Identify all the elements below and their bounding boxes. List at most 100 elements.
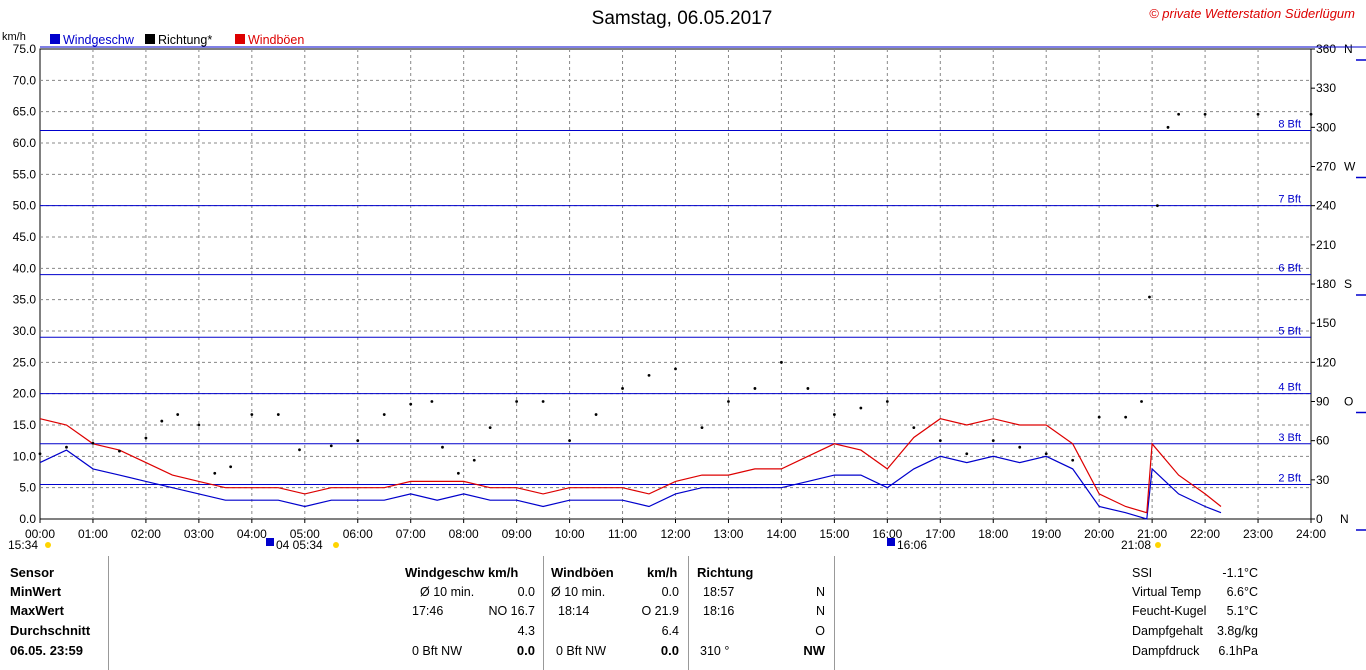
direction-point — [515, 400, 519, 403]
x-tick-label: 23:00 — [1243, 527, 1273, 541]
y2-tick-label: 180 — [1316, 277, 1336, 291]
legend-label: Richtung* — [158, 33, 212, 47]
direction-point — [1148, 295, 1151, 299]
direction-point — [1177, 112, 1181, 116]
wind-chart: 2 Bft 3 Bft 4 Bft 5 Bft 6 Bft 7 Bft 8 Bft 0.0 5… — [2, 6, 1366, 552]
extra-label-virtual-temp: Virtual Temp — [1132, 585, 1202, 599]
legend-label: Windböen — [248, 33, 304, 47]
beaufort-label: 3 Bft — [1278, 432, 1301, 444]
direction-point — [356, 439, 360, 443]
x-tick-label: 17:00 — [925, 527, 955, 541]
y-tick-label: 70.0 — [13, 73, 37, 87]
direction-point — [38, 452, 42, 456]
row-label-sensor: Sensor — [10, 565, 55, 580]
x-tick-label: 19:00 — [1031, 527, 1061, 541]
chart-axes: 0.0 5.0 10.0 15.0 20.0 25.0 30.0 35.0 40.0 45.0 50… — [13, 42, 1366, 541]
x-tick-label: 10:00 — [555, 527, 585, 541]
beaufort-label: 4 Bft — [1278, 382, 1301, 394]
copyright-text: © private Wetterstation Süderlügum — [1149, 6, 1355, 21]
legend-swatch — [145, 34, 155, 44]
richtung-max-time: 18:16 — [703, 604, 735, 618]
divider — [108, 556, 109, 670]
legend-swatch — [50, 34, 60, 44]
divider — [834, 556, 835, 670]
extra-value-dampfdruck: 6.1hPa — [1218, 644, 1258, 658]
x-tick-label: 24:00 — [1296, 527, 1326, 541]
series-line-windgeschw — [39, 449, 1222, 520]
direction-point — [1124, 415, 1128, 419]
direction-point — [1071, 458, 1075, 462]
windboeen-avg: 6.4 — [661, 624, 679, 638]
y2-tick-label: 300 — [1316, 120, 1336, 134]
extra-value-virtual-temp: 6.6°C — [1226, 585, 1258, 599]
x-tick-label: 14:00 — [766, 527, 796, 541]
x-tick-label: 18:00 — [978, 527, 1008, 541]
direction-point — [250, 413, 254, 416]
direction-point — [197, 423, 201, 427]
x-tick-label: 15:00 — [819, 527, 849, 541]
y2-tick-label: 120 — [1316, 355, 1336, 369]
x-tick-label: 16:00 — [872, 527, 902, 541]
extra-value-ssi: -1.1°C — [1222, 566, 1258, 580]
extra-value-dampfgehalt: 3.8g/kg — [1216, 624, 1258, 638]
y-tick-label: 15.0 — [13, 418, 37, 432]
moon-marker-icon-2 — [887, 538, 895, 546]
legend-swatch — [235, 34, 245, 44]
windboeen-unit: km/h — [647, 565, 678, 580]
direction-point — [488, 426, 492, 430]
direction-point — [160, 419, 164, 423]
direction-point — [780, 360, 783, 364]
legend: Windgeschw Richtung* Windböen — [50, 33, 304, 47]
direction-point — [1018, 445, 1022, 449]
series-line-windböen — [39, 418, 1222, 514]
direction-point — [1309, 112, 1313, 116]
x-tick-label: 04:00 — [237, 527, 267, 541]
direction-point — [441, 445, 444, 449]
direction-point — [568, 439, 571, 443]
x-tick-label: 21:00 — [1137, 527, 1167, 541]
direction-point — [885, 400, 889, 403]
windboeen-min-label: Ø 10 min. — [551, 585, 606, 599]
richtung-max-value: N — [815, 604, 825, 618]
x-tick-label: 01:00 — [78, 527, 108, 541]
x-tick-label: 11:00 — [608, 527, 637, 541]
windboeen-max-value: O 21.9 — [641, 604, 679, 618]
time-footer: 15:34 04 05:34 16:06 21:08 — [8, 538, 1161, 552]
direction-point — [229, 465, 233, 469]
y2-tick-label: 90 — [1316, 395, 1330, 409]
direction-point — [991, 439, 995, 443]
y-tick-label: 20.0 — [13, 387, 37, 401]
direction-point — [859, 406, 863, 410]
direction-point — [621, 387, 624, 390]
row-label-current: 06.05. 23:59 — [10, 643, 84, 658]
richtung-now-value: NW — [803, 643, 825, 658]
y-tick-label: 50.0 — [13, 199, 37, 213]
x-tick-label: 13:00 — [713, 527, 743, 541]
extra-label-dampfdruck: Dampfdruck — [1132, 644, 1200, 658]
direction-point — [647, 373, 651, 377]
y2-tick-label: 210 — [1316, 238, 1336, 252]
compass-label: N — [1340, 512, 1349, 526]
sun-marker-icon — [45, 542, 51, 548]
y-tick-label: 60.0 — [13, 136, 37, 150]
direction-point — [213, 471, 217, 475]
y-tick-label: 25.0 — [13, 355, 37, 369]
direction-point — [118, 449, 121, 453]
windboeen-max-time: 18:14 — [558, 604, 590, 618]
richtung-avg: O — [815, 624, 825, 638]
direction-point — [727, 400, 730, 403]
windgeschw-header: Windgeschw km/h — [405, 565, 519, 580]
direction-point — [912, 426, 916, 430]
x-tick-label: 20:00 — [1084, 527, 1114, 541]
windboeen-now-bft: 0 Bft NW — [556, 644, 607, 658]
x-tick-label: 00:00 — [25, 527, 55, 541]
direction-point — [938, 439, 942, 443]
y2-tick-label: 360 — [1316, 42, 1336, 56]
direction-point — [541, 400, 545, 403]
beaufort-label: 8 Bft — [1278, 118, 1301, 130]
direction-point — [144, 436, 148, 440]
y-tick-label: 40.0 — [13, 261, 37, 275]
chart-title: Samstag, 06.05.2017 — [592, 8, 773, 29]
beaufort-lines: 2 Bft 3 Bft 4 Bft 5 Bft 6 Bft 7 Bft 8 Bft — [40, 118, 1311, 486]
y-axis-unit: km/h — [2, 31, 26, 43]
